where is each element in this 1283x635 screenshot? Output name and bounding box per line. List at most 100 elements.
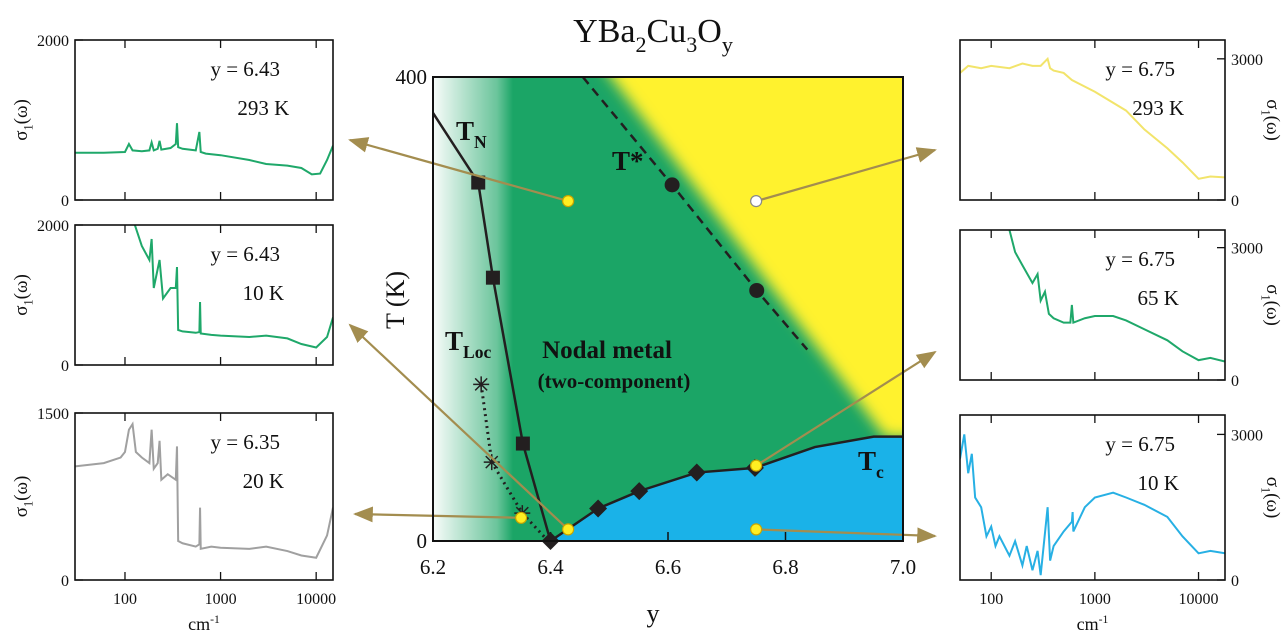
spectrum-line [75,421,333,559]
y-tick-label: 3000 [1231,52,1263,69]
x-tick-label: 6.8 [772,555,798,579]
label-part: σ [1262,477,1283,487]
x-tick-label: 6.4 [537,555,564,579]
panel-annotation: y = 6.75 [1105,432,1175,456]
x-tick-label: 1000 [205,591,237,608]
curve-label: T* [612,146,644,176]
panel-frame [959,39,1226,201]
y-axis-label: σ1(ω) [1258,477,1283,519]
panel-frame [74,39,334,201]
region-label: Nodal metal [542,337,672,364]
spectrum-panel: 100 1000 10000 0 1500 σ1(ω) cm-1 y = 6.35 20 K [11,406,336,634]
panel-annotation: 293 K [237,96,289,120]
label-part: T* [612,146,644,176]
phase-boundary [479,384,550,541]
label-sup: -1 [1099,613,1109,626]
curve-label: Tc [858,446,884,482]
label-part: Cu [647,13,687,50]
square-marker [515,436,530,451]
x-tick-label: 6.2 [420,555,446,579]
y-tick-label: 0 [61,358,69,375]
arrow [348,137,569,203]
label-part: cm [1077,614,1099,634]
label-sub: 1 [22,501,36,507]
spectrum-panel: 0 2000 σ1(ω) y = 6.43 10 K [11,218,334,375]
measurement-point [562,523,575,536]
arrow [348,323,569,531]
diamond-marker [589,499,608,518]
square-marker [485,270,500,285]
label-sub: N [474,132,487,152]
curve-label: TN [456,116,487,152]
y-tick-label: 0 [417,529,428,553]
spectrum-line [133,225,333,349]
arrow [755,147,937,203]
phase-background [433,77,903,541]
x-axis-label: cm-1 [188,613,220,634]
label-part: (ω) [11,99,32,124]
measurement-point [750,195,763,208]
panel-annotation: 293 K [1132,96,1184,120]
y-tick-label: 2000 [37,218,69,235]
plot-frame [432,76,904,542]
y-axis-label: T (K) [381,271,410,329]
label-part: (ω) [11,274,32,299]
panel-frame [959,229,1226,381]
label-part: cm [188,614,210,634]
label-sub: 1 [1258,109,1272,115]
label-part: σ [11,131,32,141]
asterisk-marker [473,376,490,393]
y-tick-label: 0 [1231,193,1239,210]
label-sub: y [722,32,733,57]
label-sub: 1 [22,124,36,130]
superconducting-region [550,436,903,541]
curve-label: TLoc [445,326,491,362]
label-sub: 2 [635,32,646,57]
y-tick-label: 0 [61,193,69,210]
panel-annotation: 10 K [1137,471,1178,495]
diamond-marker [630,482,649,501]
x-tick-label: 7.0 [890,555,916,579]
panel-annotation: 10 K [243,281,284,305]
y-axis-label: σ1(ω) [1258,99,1283,141]
label-part: YBa [573,13,635,50]
measurement-point [515,511,528,524]
y-tick-label: 2000 [37,33,69,50]
panel-frame [74,224,334,366]
y-axis-label: σ1(ω) [11,99,36,141]
y-tick-label: 400 [396,65,428,89]
label-part: σ [1262,284,1283,294]
circle-marker [749,282,765,298]
diamond-marker [687,463,706,482]
label-part: (ω) [1262,493,1283,518]
panel-annotation: y = 6.43 [210,57,280,81]
label-sub: 3 [686,32,697,57]
y-tick-label: 3000 [1231,427,1263,444]
measurement-point [750,459,763,472]
label-part: σ [11,507,32,517]
label-part: (ω) [1262,116,1283,141]
x-axis-label: y [647,599,660,628]
spectrum-panel: 0 2000 σ1(ω) y = 6.43 293 K [11,33,334,210]
localized-fade [433,77,513,541]
label-sub: 1 [22,299,36,305]
x-tick-label: 10000 [296,591,336,608]
label-part: (ω) [1262,301,1283,326]
asterisk-marker [483,454,500,471]
y-tick-label: 1500 [37,406,69,423]
label-part: σ [11,306,32,316]
y-axis-label: σ1(ω) [11,476,36,518]
measurement-point [562,195,575,208]
spectrum-line [960,56,1225,180]
arrow [353,506,522,523]
label-sub: 1 [1258,294,1272,300]
label-sub: 1 [1258,487,1272,493]
label-part: O [697,13,722,50]
y-tick-label: 3000 [1231,241,1263,258]
x-tick-label: 1000 [1079,591,1111,608]
panel-annotation: y = 6.75 [1105,247,1175,271]
spectrum-line [75,123,333,176]
spectrum-panel: 0 3000 σ1(ω) y = 6.75 65 K [959,229,1283,390]
